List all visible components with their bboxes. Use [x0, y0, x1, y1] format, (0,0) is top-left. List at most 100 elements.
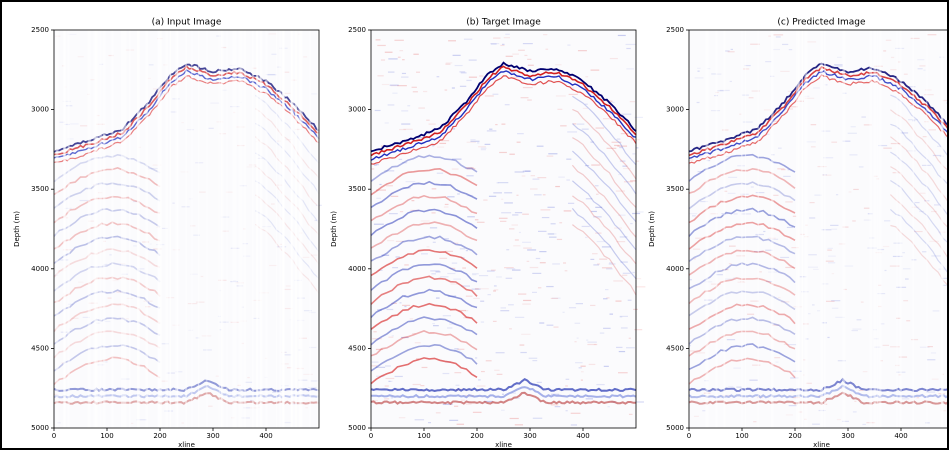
seismic-noise [522, 86, 533, 89]
seismic-horizon [53, 276, 161, 304]
trace-streak [259, 30, 262, 428]
trace-streak [804, 30, 808, 428]
seismic-noise [567, 131, 578, 133]
seismic-noise [507, 71, 517, 73]
seismic-noise [704, 281, 713, 283]
seismic-noise [615, 190, 625, 192]
seismic-noise [689, 350, 697, 352]
seismic-noise [616, 346, 623, 349]
seismic-noise [181, 121, 184, 124]
seismic-noise [504, 192, 513, 194]
seismic-noise [736, 386, 742, 388]
seismic-noise [704, 299, 713, 301]
seismic-noise [133, 245, 137, 247]
seismic-noise [496, 182, 499, 184]
seismic-noise [314, 219, 319, 222]
seismic-noise [384, 170, 395, 172]
seismic-horizon [572, 108, 637, 180]
seismic-noise [897, 61, 901, 63]
seismic-noise [499, 220, 507, 222]
seismic-noise [625, 43, 636, 46]
seismic-noise [601, 246, 611, 248]
trace-streak [741, 30, 743, 428]
seismic-noise [467, 216, 475, 218]
seismic-noise [565, 378, 570, 380]
seismic-noise [480, 147, 487, 149]
seismic-horizon [370, 221, 478, 249]
seismic-noise [219, 289, 222, 292]
seismic-noise [71, 317, 79, 319]
y-tick-label: 5000 [666, 424, 684, 432]
panel: (a) Input Image xline Depth (m) 0 100 200 300 4… [13, 18, 322, 449]
seismic-noise [928, 129, 937, 131]
seismic-noise [806, 141, 816, 143]
seismic-noise [554, 406, 561, 408]
seismic-noise [180, 171, 188, 172]
seismic-noise [109, 254, 112, 256]
trace-streak [175, 30, 179, 428]
seismic-noise [479, 288, 489, 290]
seismic-noise [564, 270, 568, 272]
seismic-noise [595, 206, 603, 208]
seismic-noise [635, 401, 644, 403]
base-reflector [370, 378, 637, 393]
trace-streak [169, 30, 171, 428]
seismic-noise [697, 171, 704, 173]
seismic-noise [516, 141, 521, 143]
seismic-noise [550, 404, 559, 406]
seismic-noise [902, 252, 905, 254]
seismic-noise [898, 356, 908, 358]
seismic-horizon [53, 317, 161, 345]
seismic-noise [524, 54, 528, 57]
seismic-noise [215, 375, 219, 377]
seismic-noise [493, 289, 499, 291]
panel: (b) Target Image xline Depth (m) 0 100 200 300… [330, 18, 646, 449]
seismic-noise [585, 236, 588, 239]
seismic-noise [588, 363, 596, 366]
seismic-noise [725, 278, 735, 280]
seismic-noise [550, 297, 559, 300]
seismic-noise [539, 251, 547, 253]
seismic-noise [519, 344, 525, 346]
y-axis-label: Depth (m) [648, 211, 656, 247]
seismic-noise [308, 311, 316, 314]
seismic-noise [394, 39, 404, 41]
seismic-noise [386, 185, 393, 187]
trace-streak [137, 30, 141, 428]
seismic-noise [885, 39, 892, 41]
seismic-noise [498, 217, 508, 219]
seismic-noise [621, 274, 628, 276]
trace-streak [275, 30, 278, 428]
seismic-noise [478, 275, 489, 277]
seismic-noise [509, 328, 512, 330]
seismic-noise [79, 199, 90, 202]
seismic-noise [906, 150, 916, 152]
seismic-noise [504, 267, 514, 269]
x-tick-label: 400 [259, 432, 272, 440]
seismic-noise [404, 264, 409, 266]
trace-streak [801, 30, 804, 428]
seismic-noise [548, 153, 558, 155]
seismic-noise [524, 170, 531, 172]
seismic-noise [827, 249, 832, 251]
seismic-noise [691, 215, 696, 217]
seismic-noise [892, 172, 896, 174]
seismic-noise [763, 109, 771, 111]
seismic-noise [776, 218, 785, 220]
seismic-noise [578, 367, 582, 369]
seismic-noise [429, 227, 438, 229]
seismic-noise [922, 136, 928, 138]
seismic-noise [813, 268, 819, 270]
seismic-noise [414, 419, 425, 421]
trace-streak [176, 30, 179, 428]
seismic-noise [747, 313, 755, 315]
trace-streak [757, 30, 759, 428]
seismic-noise [635, 160, 640, 162]
seismic-noise [582, 107, 588, 110]
seismic-noise [576, 123, 585, 125]
seismic-noise [444, 203, 449, 206]
seismic-noise [528, 357, 538, 359]
seismic-noise [842, 140, 851, 142]
seismic-noise [726, 339, 736, 341]
seismic-noise [622, 167, 631, 170]
